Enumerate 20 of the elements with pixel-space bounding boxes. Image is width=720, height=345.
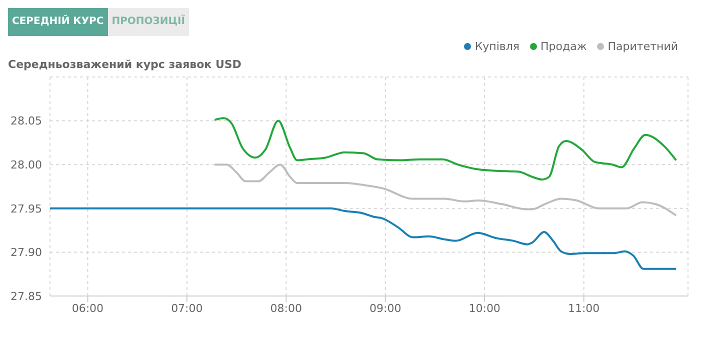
y-tick-label: 27.90 <box>10 246 42 260</box>
x-tick-label: 11:00 <box>568 302 600 315</box>
legend-label: Паритетний <box>608 40 678 53</box>
y-tick-label: 28.05 <box>10 114 42 128</box>
x-tick-label: 07:00 <box>171 302 203 315</box>
text: СЕРЕДНІЙ КУРС <box>8 8 108 36</box>
line-series <box>214 117 678 180</box>
x-tick-label: 06:00 <box>72 302 104 315</box>
y-tick-label: 27.95 <box>10 202 42 216</box>
line-series <box>50 207 678 270</box>
y-tick-label: 27.85 <box>10 290 42 303</box>
legend-label: Купівля <box>474 40 520 53</box>
text: ПРОПОЗИЦІЇ <box>108 8 189 36</box>
legend-label: Продаж <box>540 40 587 53</box>
x-tick-label: 08:00 <box>270 302 302 315</box>
line-series <box>214 164 678 216</box>
chart-title: Середньозважений курс заявок USD <box>8 58 242 71</box>
x-tick-label: 10:00 <box>468 302 500 315</box>
x-tick-label: 09:00 <box>370 302 402 315</box>
y-tick-label: 28.00 <box>10 158 42 172</box>
